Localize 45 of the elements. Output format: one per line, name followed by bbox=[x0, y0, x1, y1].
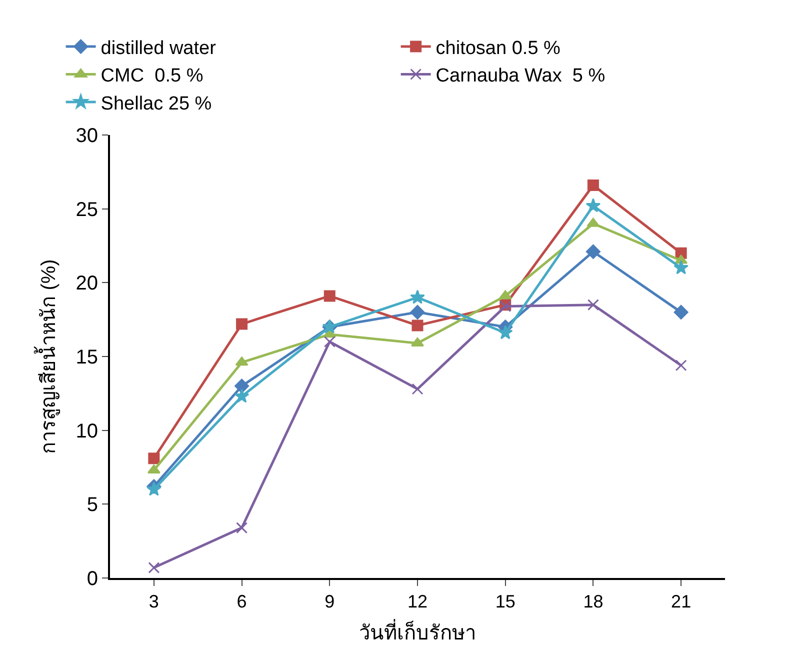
point bbox=[412, 383, 424, 395]
point bbox=[587, 299, 599, 311]
point bbox=[147, 464, 160, 474]
legend-label: Shellac 25 % bbox=[100, 93, 212, 114]
point bbox=[498, 290, 512, 300]
point bbox=[324, 290, 336, 302]
x-tick-label: 9 bbox=[324, 592, 335, 612]
point bbox=[324, 336, 336, 348]
legend-label: Carnauba Wax 5 % bbox=[436, 66, 606, 87]
point bbox=[586, 198, 601, 212]
y-tick-label: 0 bbox=[86, 568, 98, 590]
x-axis-title: วันที่เก็บรักษา bbox=[359, 618, 476, 645]
point bbox=[412, 320, 424, 332]
y-axis-title: การสูญเสียน้ำหนัก (%) bbox=[34, 259, 61, 454]
x-tick-label: 6 bbox=[236, 592, 247, 612]
legend-label: distilled water bbox=[100, 38, 217, 59]
point bbox=[586, 244, 600, 259]
point bbox=[586, 218, 600, 227]
point bbox=[675, 360, 687, 372]
point bbox=[234, 388, 250, 403]
point bbox=[234, 378, 250, 394]
point bbox=[674, 260, 688, 274]
y-tick-label: 25 bbox=[76, 198, 98, 221]
x-tick-label: 21 bbox=[671, 592, 692, 612]
x-tick-label: 18 bbox=[583, 592, 604, 612]
point bbox=[236, 522, 248, 534]
y-tick-label: 15 bbox=[76, 346, 98, 368]
point bbox=[148, 452, 160, 464]
x-tick-label: 12 bbox=[407, 592, 428, 612]
point bbox=[235, 356, 248, 366]
x-tick-label: 15 bbox=[495, 592, 516, 612]
legend-label: chitosan 0.5 % bbox=[436, 38, 561, 59]
point bbox=[410, 304, 425, 320]
point bbox=[498, 325, 513, 340]
y-tick-label: 20 bbox=[76, 272, 98, 295]
x-tick-label: 3 bbox=[148, 592, 159, 612]
point bbox=[674, 304, 688, 320]
legend-label: CMC 0.5 % bbox=[100, 66, 204, 87]
point bbox=[587, 179, 599, 191]
point bbox=[236, 318, 248, 330]
y-tick-label: 30 bbox=[76, 125, 98, 147]
y-tick-label: 10 bbox=[76, 420, 98, 442]
y-tick-label: 5 bbox=[86, 494, 98, 516]
point bbox=[410, 290, 425, 304]
point bbox=[148, 562, 160, 574]
